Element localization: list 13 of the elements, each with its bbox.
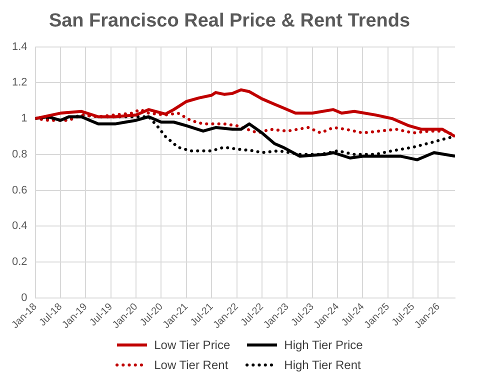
y-tick-label: 0 — [21, 292, 28, 304]
chart-title: San Francisco Real Price & Rent Trends — [48, 10, 410, 32]
y-tick-label: 1.2 — [12, 76, 28, 89]
y-tick-label: 1 — [21, 112, 28, 125]
y-tick-label: 1.4 — [12, 40, 28, 53]
legend-label: High Tier Rent — [284, 358, 361, 372]
legend-label: Low Tier Rent — [154, 358, 228, 372]
legend-label: High Tier Price — [284, 338, 363, 352]
y-tick-label: 0.8 — [12, 148, 28, 160]
y-tick-label: 0.4 — [12, 220, 28, 232]
legend-label: Low Tier Price — [154, 338, 230, 352]
y-tick-label: 0.6 — [12, 184, 28, 196]
y-tick-label: 0.2 — [12, 256, 28, 268]
